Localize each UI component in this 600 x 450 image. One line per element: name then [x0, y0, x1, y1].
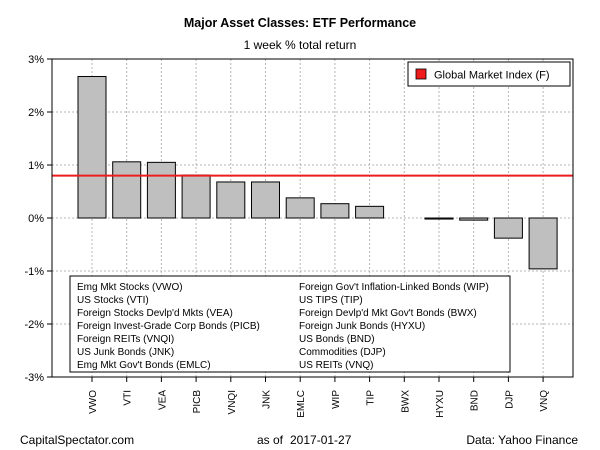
x-tick-label: JNK: [262, 390, 273, 409]
y-tick-label: 0%: [28, 213, 44, 225]
x-tick-label: VEA: [157, 390, 168, 410]
y-tick-label: -1%: [24, 266, 44, 278]
footer-as-of: as of: [257, 433, 284, 447]
ticker-key-entry: Foreign Invest-Grade Corp Bonds (PICB): [77, 321, 260, 332]
ticker-key-entry: Foreign Devlp'd Mkt Gov't Bonds (BWX): [299, 308, 477, 319]
bar-vnqi: [216, 181, 246, 219]
bar-vwo: [77, 75, 107, 219]
bar-vea: [146, 161, 176, 219]
x-tick-label: VNQI: [227, 390, 238, 414]
x-tick-label: VNQ: [539, 390, 550, 412]
bar-hyxu: [424, 217, 454, 220]
y-tick-label: 1%: [28, 160, 44, 172]
bar-wip: [320, 203, 350, 219]
ticker-key-entry: US Bonds (BND): [299, 334, 375, 345]
bar-bnd: [459, 217, 489, 221]
ticker-key-entry: US REITs (VNQ): [299, 360, 373, 371]
y-tick-label: 2%: [28, 107, 44, 119]
bar-vti: [112, 161, 142, 219]
y-tick-label: 3%: [28, 54, 44, 66]
footer-source-left: CapitalSpectator.com: [20, 433, 134, 447]
ticker-key-entry: Foreign Gov't Inflation-Linked Bonds (WI…: [299, 282, 489, 293]
ticker-key-entry: Foreign REITs (VNQI): [77, 334, 174, 345]
legend-label: Global Market Index (F): [434, 70, 550, 82]
bar-vnq: [528, 217, 558, 270]
x-tick-label: BND: [470, 390, 481, 411]
x-tick-label: VWO: [88, 390, 99, 414]
footer-source-right: Data: Yahoo Finance: [466, 433, 578, 447]
ticker-key-entry: Foreign Stocks Devlp'd Mkts (VEA): [77, 308, 233, 319]
ticker-key-entry: Emg Mkt Stocks (VWO): [77, 282, 183, 293]
ticker-key-box: [69, 275, 511, 373]
y-tick-label: -3%: [24, 372, 44, 384]
bar-jnk: [251, 181, 280, 219]
y-tick-label: -2%: [24, 319, 44, 331]
x-tick-label: TIP: [366, 390, 377, 406]
bar-emlc: [285, 197, 315, 219]
chart-subtitle: 1 week % total return: [244, 38, 357, 52]
legend-swatch: [415, 68, 427, 80]
x-tick-label: PICB: [192, 390, 203, 414]
x-tick-label: BWX: [400, 390, 411, 413]
bar-tip: [355, 205, 385, 219]
x-tick-label: HYXU: [435, 390, 446, 418]
legend-box: [407, 61, 571, 87]
plot-border: [51, 58, 574, 378]
ticker-key-entry: Commodities (DJP): [299, 347, 386, 358]
footer-date: 2017-01-27: [290, 433, 352, 447]
ticker-key-entry: US Stocks (VTI): [77, 295, 149, 306]
x-tick-label: VTI: [123, 390, 134, 406]
bar-djp: [493, 217, 523, 239]
ticker-key-entry: US TIPS (TIP): [299, 295, 363, 306]
bar-picb: [181, 174, 211, 219]
chart-title: Major Asset Classes: ETF Performance: [184, 16, 416, 30]
x-tick-label: EMLC: [296, 390, 307, 418]
x-tick-label: WIP: [331, 390, 342, 409]
ticker-key-entry: US Junk Bonds (JNK): [77, 347, 174, 358]
ticker-key-entry: Emg Mkt Gov't Bonds (EMLC): [77, 360, 211, 371]
x-tick-label: DJP: [504, 390, 515, 409]
ticker-key-entry: Foreign Junk Bonds (HYXU): [299, 321, 425, 332]
